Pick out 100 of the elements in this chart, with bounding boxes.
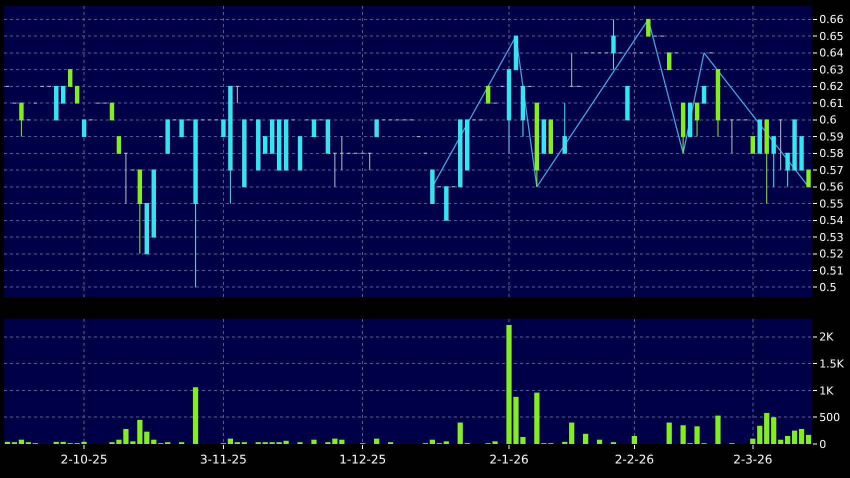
candlestick <box>799 136 804 171</box>
x-tick-label: 3-11-25 <box>200 452 247 466</box>
bar <box>694 426 700 444</box>
bar <box>520 437 526 444</box>
candlestick <box>465 119 470 171</box>
candlestick <box>694 102 700 138</box>
candlestick <box>792 119 797 171</box>
y-tick-label: 0.6 <box>819 114 837 127</box>
candlestick <box>367 152 372 171</box>
y-tick-label: 0.57 <box>819 164 844 177</box>
candlestick <box>242 119 247 188</box>
bar <box>666 422 672 444</box>
candlestick <box>506 69 512 154</box>
candlestick <box>19 102 24 138</box>
y-tick-label: 0.52 <box>819 248 844 261</box>
bar <box>116 440 122 444</box>
y-tick-label: 0.64 <box>819 46 844 60</box>
candlestick <box>276 119 282 171</box>
candlestick <box>688 102 692 138</box>
candlestick <box>542 119 546 154</box>
candlestick <box>520 86 526 138</box>
y-tick-label: 0.51 <box>819 264 844 278</box>
y-tick-label: 0.59 <box>819 130 844 144</box>
candlestick <box>458 119 462 188</box>
candlestick <box>68 69 72 87</box>
candlestick <box>430 170 435 204</box>
y-tick-label: 0.62 <box>819 80 844 94</box>
candlestick <box>340 136 344 171</box>
candlestick <box>284 119 288 171</box>
candlestick <box>256 119 260 171</box>
y-tick-label: 1K <box>819 384 834 398</box>
bar <box>506 325 512 444</box>
y-tick-label: 500 <box>819 411 840 424</box>
candlestick <box>228 86 233 204</box>
y-tick-label: 2K <box>819 330 834 344</box>
x-tick-label: 2-2-26 <box>614 452 654 466</box>
candlestick <box>785 152 790 188</box>
candlestick <box>138 170 142 254</box>
y-tick-label: 1.5K <box>819 357 845 370</box>
candlestick <box>374 119 379 138</box>
candlestick <box>758 119 762 154</box>
candlestick <box>152 170 156 238</box>
candlestick <box>730 119 734 154</box>
candlestick <box>54 86 58 120</box>
candlestick <box>221 119 226 138</box>
x-tick-label: 2-1-26 <box>489 452 529 466</box>
candlestick <box>235 86 240 104</box>
candlestick <box>778 119 783 171</box>
bar <box>596 440 602 444</box>
bar <box>18 440 24 444</box>
candlestick <box>611 18 616 70</box>
candlestick <box>74 86 80 104</box>
candlestick <box>562 102 567 154</box>
y-tick-label: 0.61 <box>819 96 844 110</box>
y-tick-label: 0.63 <box>819 63 844 76</box>
y-tick-label: 0.56 <box>819 180 844 194</box>
bar <box>806 434 812 444</box>
candlestick <box>444 186 449 221</box>
bar <box>798 429 804 444</box>
y-tick-label: 0.54 <box>819 214 844 228</box>
candlestick <box>298 136 302 171</box>
candlestick <box>680 102 686 154</box>
candlestick <box>124 152 128 204</box>
bar <box>792 430 798 444</box>
candlestick <box>764 119 769 204</box>
candlestick <box>806 170 811 188</box>
candlestick <box>193 119 198 288</box>
candlestick <box>646 18 651 37</box>
candlestick <box>771 136 776 188</box>
y-tick-label: 0.58 <box>819 147 844 160</box>
bar <box>123 429 129 444</box>
bar <box>632 436 637 444</box>
y-tick-label: 0 <box>819 438 826 451</box>
candlestick <box>270 119 274 154</box>
candlestick <box>82 119 86 138</box>
candlestick <box>625 86 630 120</box>
bar <box>192 387 198 444</box>
bar <box>583 434 588 444</box>
candlestick <box>569 52 574 87</box>
y-tick-label: 0.65 <box>819 30 844 43</box>
x-tick-label: 2-3-26 <box>733 452 772 466</box>
candlestick <box>534 102 540 188</box>
x-tick-label: 2-10-25 <box>60 452 108 466</box>
candlestick <box>326 119 330 154</box>
x-tick-label: 1-12-25 <box>339 452 386 466</box>
candlestick <box>179 119 184 138</box>
candlestick <box>263 136 268 154</box>
candlestick <box>514 36 518 70</box>
candlestick <box>116 136 122 154</box>
candlestick <box>332 152 338 188</box>
y-tick-label: 0.5 <box>819 281 837 294</box>
candlestick <box>667 52 672 70</box>
bar <box>311 440 317 444</box>
y-tick-label: 0.53 <box>819 230 844 244</box>
candlestick <box>144 203 149 254</box>
candlestick <box>165 119 170 154</box>
candlestick <box>110 102 114 120</box>
candlestick <box>750 136 755 154</box>
candlestick <box>716 69 720 138</box>
bar <box>374 438 380 444</box>
